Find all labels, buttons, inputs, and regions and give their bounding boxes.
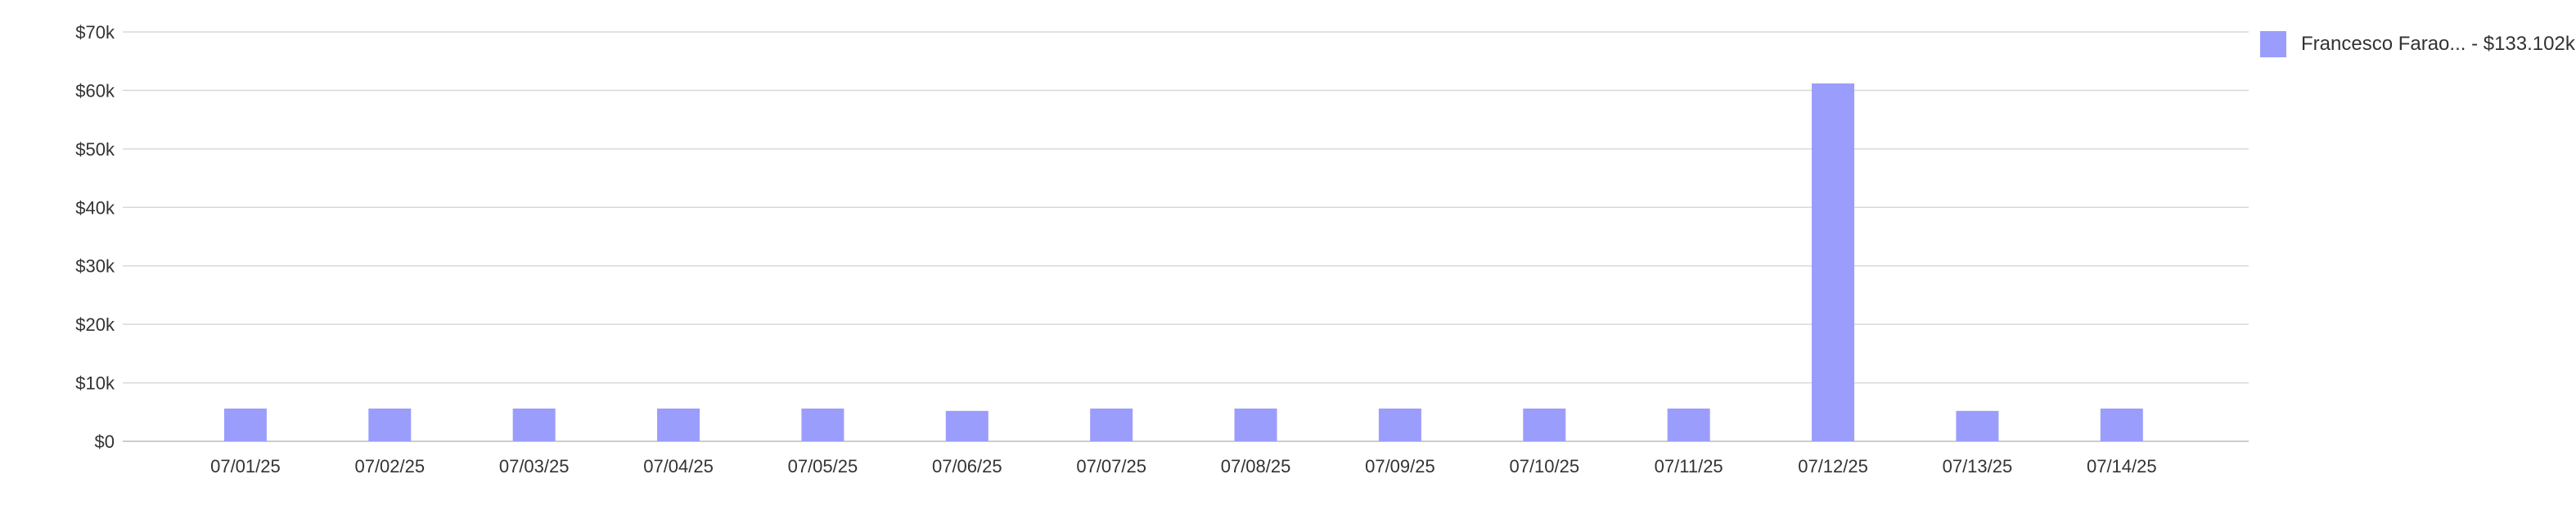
legend: Francesco Farao... - $133.102k — [2260, 31, 2575, 57]
bar[interactable] — [1956, 410, 1999, 441]
y-tick-label: $10k — [75, 373, 115, 394]
y-tick-label: $30k — [75, 256, 115, 277]
grid-lines — [123, 31, 2249, 442]
legend-swatch — [2260, 31, 2286, 57]
bar[interactable] — [368, 409, 412, 441]
bar[interactable] — [223, 409, 267, 441]
y-tick-label: $20k — [75, 314, 115, 335]
x-axis-tick-labels: 07/01/25 07/02/25 07/03/25 07/04/25 07/05/25… — [210, 456, 2157, 477]
y-tick-label: $70k — [75, 22, 115, 43]
x-tick-label: 07/06/25 — [932, 456, 1002, 477]
bar[interactable] — [1234, 409, 1277, 441]
bar-series — [223, 83, 2143, 441]
x-tick-label: 07/01/25 — [210, 456, 281, 477]
x-tick-label: 07/02/25 — [354, 456, 425, 477]
y-tick-label: $60k — [75, 80, 115, 101]
x-tick-label: 07/08/25 — [1221, 456, 1291, 477]
y-tick-label: $0 — [95, 431, 115, 452]
x-tick-label: 07/09/25 — [1365, 456, 1435, 477]
bar[interactable] — [1090, 409, 1133, 441]
bar[interactable] — [512, 409, 556, 441]
legend-label: Francesco Farao... - $133.102k — [2301, 33, 2575, 55]
y-tick-label: $50k — [75, 139, 115, 160]
y-tick-label: $40k — [75, 197, 115, 218]
bar[interactable] — [1523, 409, 1566, 441]
x-tick-label: 07/07/25 — [1076, 456, 1146, 477]
x-tick-label: 07/12/25 — [1798, 456, 1868, 477]
x-tick-label: 07/14/25 — [2087, 456, 2157, 477]
x-tick-label: 07/13/25 — [1943, 456, 2013, 477]
y-axis-tick-labels: $0 $10k $20k $30k $40k $50k $60k $70k — [75, 22, 115, 452]
bar[interactable] — [1378, 409, 1421, 441]
x-tick-label: 07/11/25 — [1655, 456, 1723, 477]
bar[interactable] — [801, 409, 844, 441]
x-tick-label: 07/05/25 — [788, 456, 858, 477]
bar[interactable] — [2100, 409, 2143, 441]
x-tick-label: 07/04/25 — [643, 456, 714, 477]
x-tick-label: 07/03/25 — [499, 456, 570, 477]
bar[interactable] — [945, 410, 989, 441]
bar[interactable] — [1667, 409, 1710, 441]
bar[interactable] — [657, 409, 700, 441]
x-tick-label: 07/10/25 — [1509, 456, 1579, 477]
bar[interactable] — [1812, 83, 1855, 441]
